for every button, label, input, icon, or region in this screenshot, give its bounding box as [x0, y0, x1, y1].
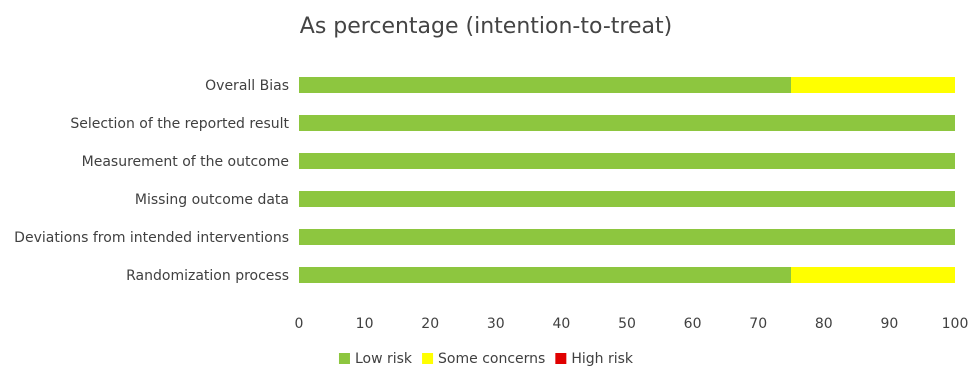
x-tick-label: 10 [356, 316, 374, 332]
category-label: Deviations from intended interventions [14, 230, 289, 246]
chart-title: As percentage (intention-to-treat) [300, 14, 672, 39]
x-tick-label: 100 [942, 316, 969, 332]
legend-label-some-concerns: Some concerns [438, 351, 545, 367]
x-tick-label: 80 [815, 316, 833, 332]
legend-label-high-risk: High risk [571, 351, 634, 367]
bar-randomization-process-low-risk [299, 267, 791, 283]
category-label: Randomization process [126, 268, 289, 284]
x-tick-label: 70 [749, 316, 767, 332]
bar-overall-bias-some-concerns [791, 77, 955, 93]
bar-overall-bias-low-risk [299, 77, 791, 93]
category-label: Overall Bias [205, 78, 289, 94]
bar-deviations-from-intended-interventions-low-risk [299, 229, 955, 245]
bar-randomization-process-some-concerns [791, 267, 955, 283]
legend: Low risk Some concerns High risk [338, 351, 634, 367]
x-tick-label: 0 [295, 316, 304, 332]
x-tick-label: 30 [487, 316, 505, 332]
bar-missing-outcome-data-low-risk [299, 191, 955, 207]
x-tick-label: 40 [552, 316, 570, 332]
x-tick-label: 90 [880, 316, 898, 332]
x-tick-label: 50 [618, 316, 636, 332]
category-label: Selection of the reported result [70, 116, 289, 132]
x-tick-label: 20 [421, 316, 439, 332]
bar-measurement-of-the-outcome-low-risk [299, 153, 955, 169]
bar-selection-of-the-reported-result-low-risk [299, 115, 955, 131]
category-labels: Overall Bias Selection of the reported re… [14, 78, 289, 284]
category-label: Measurement of the outcome [82, 154, 289, 170]
legend-swatch-low-risk [338, 353, 350, 364]
legend-swatch-some-concerns [422, 353, 434, 364]
category-label: Missing outcome data [135, 192, 289, 208]
legend-label-low-risk: Low risk [355, 351, 413, 367]
x-axis-ticks: 0 10 20 30 40 50 60 70 80 90 100 [295, 316, 969, 332]
legend-swatch-high-risk [555, 353, 567, 364]
x-tick-label: 60 [684, 316, 702, 332]
bars-layer [299, 77, 955, 283]
